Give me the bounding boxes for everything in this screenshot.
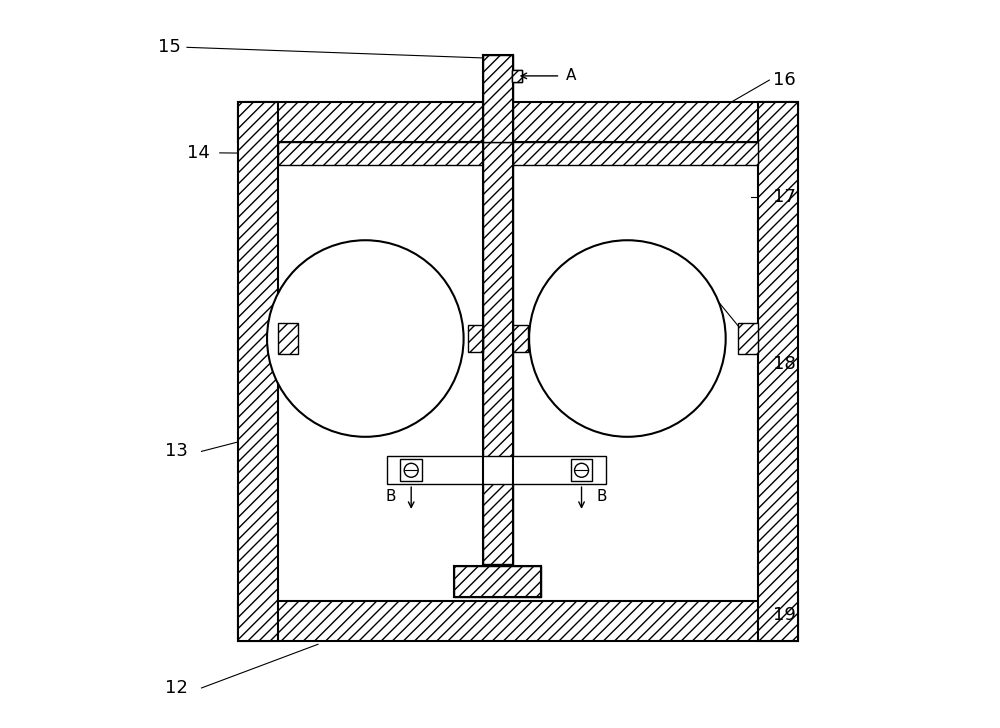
Bar [278, 323, 298, 354]
Bar [238, 102, 278, 641]
Text: A: A [566, 68, 577, 84]
Text: 12: 12 [165, 679, 188, 697]
Text: 13: 13 [165, 443, 188, 460]
Text: 18: 18 [773, 355, 796, 373]
Circle shape [575, 463, 589, 478]
Text: B: B [386, 489, 396, 504]
Bar [238, 102, 798, 142]
Circle shape [404, 463, 418, 478]
Text: B: B [597, 489, 607, 504]
Text: 14: 14 [187, 144, 210, 162]
Text: 16: 16 [773, 71, 796, 89]
Bar [483, 142, 513, 564]
Bar [278, 142, 758, 165]
Bar [738, 323, 758, 354]
Bar [513, 325, 528, 352]
Bar [512, 70, 522, 82]
Circle shape [529, 240, 726, 437]
Bar [512, 70, 522, 82]
Text: 15: 15 [158, 39, 181, 56]
Bar [468, 325, 483, 352]
Bar [387, 456, 606, 484]
Bar [400, 459, 422, 481]
Bar [571, 459, 592, 481]
Bar [278, 142, 758, 601]
Text: 17: 17 [773, 188, 796, 205]
Bar [758, 102, 798, 641]
Bar [238, 601, 798, 641]
Bar [483, 55, 513, 142]
Text: 19: 19 [773, 606, 796, 624]
Circle shape [267, 240, 464, 437]
Bar [454, 566, 541, 597]
